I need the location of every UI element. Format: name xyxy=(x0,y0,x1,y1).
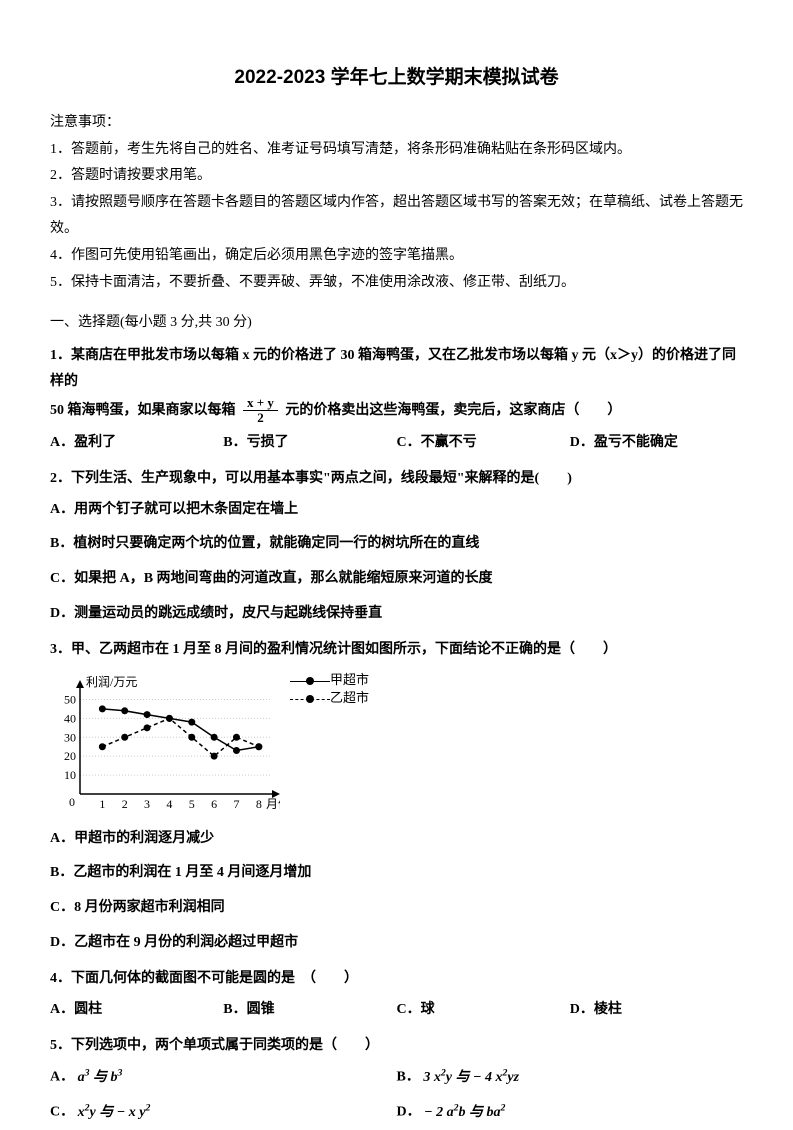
notice-item: 4．作图可先使用铅笔画出，确定后必须用黑色字迹的签字笔描黑。 xyxy=(50,243,743,270)
option-c[interactable]: C．球 xyxy=(397,997,570,1024)
option-c[interactable]: C．如果把 A，B 两地间弯曲的河道改直，那么就能缩短原来河道的长度 xyxy=(50,566,743,593)
option-d[interactable]: D． − 2 a2b 与 ba2 xyxy=(397,1099,744,1126)
q1-line2-a: 50 箱海鸭蛋，如果商家以每箱 xyxy=(50,403,236,418)
svg-text:2: 2 xyxy=(122,797,128,811)
question-1: 1．某商店在甲批发市场以每箱 x 元的价格进了 30 箱海鸭蛋，又在乙批发市场以… xyxy=(50,343,743,460)
math-expr: a3 与 b3 xyxy=(78,1070,123,1085)
option-d[interactable]: D．棱柱 xyxy=(570,997,743,1024)
option-c[interactable]: C．8 月份两家超市利润相同 xyxy=(50,895,743,922)
option-b[interactable]: B．植树时只要确定两个坑的位置，就能确定同一行的树坑所在的直线 xyxy=(50,531,743,558)
frac-numerator: x + y xyxy=(243,396,278,411)
math-expr: 3 x2y 与 − 4 x2yz xyxy=(423,1070,519,1085)
option-c[interactable]: C． x2y 与 − x y2 xyxy=(50,1099,397,1126)
q4-options: A．圆柱 B．圆锥 C．球 D．棱柱 xyxy=(50,993,743,1028)
math-expr: x2y 与 − x y2 xyxy=(78,1105,151,1120)
frac-denominator: 2 xyxy=(243,411,278,425)
legend-item: 乙超市 xyxy=(290,690,369,708)
legend-mark-dashed xyxy=(290,692,330,706)
legend-label: 乙超市 xyxy=(330,686,369,711)
svg-text:8: 8 xyxy=(256,797,262,811)
fraction: x + y 2 xyxy=(243,396,278,426)
svg-text:月份: 月份 xyxy=(266,797,280,811)
math-expr: − 2 a2b 与 ba2 xyxy=(424,1105,505,1120)
q3-options: A．甲超市的利润逐月减少 B．乙超市的利润在 1 月至 4 月间逐月增加 C．8… xyxy=(50,822,743,960)
svg-text:1: 1 xyxy=(99,797,105,811)
svg-text:50: 50 xyxy=(64,692,76,706)
q2-options: A．用两个钉子就可以把木条固定在墙上 B．植树时只要确定两个坑的位置，就能确定同… xyxy=(50,493,743,631)
svg-text:10: 10 xyxy=(64,768,76,782)
q1-line1: 1．某商店在甲批发市场以每箱 x 元的价格进了 30 箱海鸭蛋，又在乙批发市场以… xyxy=(50,343,743,396)
q1-options: A．盈利了 B．亏损了 C．不赢不亏 D．盈亏不能确定 xyxy=(50,426,743,461)
svg-text:4: 4 xyxy=(166,797,172,811)
option-a[interactable]: A．甲超市的利润逐月减少 xyxy=(50,826,743,853)
q3-text: 3．甲、乙两超市在 1 月至 8 月间的盈利情况统计图如图所示，下面结论不正确的… xyxy=(50,637,743,664)
svg-text:7: 7 xyxy=(233,797,239,811)
chart-legend: 甲超市 乙超市 xyxy=(290,672,369,708)
option-b[interactable]: B．圆锥 xyxy=(223,997,396,1024)
svg-text:30: 30 xyxy=(64,730,76,744)
svg-text:40: 40 xyxy=(64,711,76,725)
option-b[interactable]: B．亏损了 xyxy=(223,430,396,457)
svg-text:20: 20 xyxy=(64,749,76,763)
notice-item: 1．答题前，考生先将自己的姓名、准考证号码填写清楚，将条形码准确粘贴在条形码区域… xyxy=(50,137,743,164)
section-title: 一、选择题(每小题 3 分,共 30 分) xyxy=(50,310,743,337)
option-d[interactable]: D．测量运动员的跳远成绩时，皮尺与起跳线保持垂直 xyxy=(50,601,743,628)
option-a[interactable]: A． a3 与 b3 xyxy=(50,1064,397,1091)
option-b[interactable]: B．乙超市的利润在 1 月至 4 月间逐月增加 xyxy=(50,860,743,887)
svg-text:6: 6 xyxy=(211,797,217,811)
legend-mark-solid xyxy=(290,674,330,688)
option-b[interactable]: B． 3 x2y 与 − 4 x2yz xyxy=(397,1064,744,1091)
notice-heading: 注意事项： xyxy=(50,110,743,137)
question-5: 5．下列选项中，两个单项式属于同类项的是（ ） A． a3 与 b3 B． 3 … xyxy=(50,1033,743,1130)
option-a[interactable]: A．盈利了 xyxy=(50,430,223,457)
notice-item: 3．请按照题号顺序在答题卡各题目的答题区域内作答，超出答题区域书写的答案无效；在… xyxy=(50,190,743,243)
line-chart: 10 20 30 40 50 0 1 2 3 4 5 6 7 8 利润/万元月份 xyxy=(50,672,280,812)
q1-line2-b: 元的价格卖出这些海鸭蛋，卖完后，这家商店（ ） xyxy=(285,403,621,418)
option-a[interactable]: A．圆柱 xyxy=(50,997,223,1024)
option-c[interactable]: C．不赢不亏 xyxy=(397,430,570,457)
question-2: 2．下列生活、生产现象中，可以用基本事实"两点之间，线段最短"来解释的是( ) … xyxy=(50,466,743,631)
question-4: 4．下面几何体的截面图不可能是圆的是 （ ） A．圆柱 B．圆锥 C．球 D．棱… xyxy=(50,966,743,1027)
option-d[interactable]: D．乙超市在 9 月份的利润必超过甲超市 xyxy=(50,930,743,957)
svg-text:5: 5 xyxy=(189,797,195,811)
notice-list: 1．答题前，考生先将自己的姓名、准考证号码填写清楚，将条形码准确粘贴在条形码区域… xyxy=(50,137,743,297)
q5-text: 5．下列选项中，两个单项式属于同类项的是（ ） xyxy=(50,1033,743,1060)
svg-text:3: 3 xyxy=(144,797,150,811)
q1-line2: 50 箱海鸭蛋，如果商家以每箱 x + y 2 元的价格卖出这些海鸭蛋，卖完后，… xyxy=(50,396,743,426)
svg-text:利润/万元: 利润/万元 xyxy=(86,675,137,689)
notice-item: 2．答题时请按要求用笔。 xyxy=(50,163,743,190)
option-d[interactable]: D．盈亏不能确定 xyxy=(570,430,743,457)
svg-text:0: 0 xyxy=(69,795,75,809)
q2-text: 2．下列生活、生产现象中，可以用基本事实"两点之间，线段最短"来解释的是( ) xyxy=(50,466,743,493)
option-a[interactable]: A．用两个钉子就可以把木条固定在墙上 xyxy=(50,497,743,524)
question-3: 3．甲、乙两超市在 1 月至 8 月间的盈利情况统计图如图所示，下面结论不正确的… xyxy=(50,637,743,960)
chart-container: 10 20 30 40 50 0 1 2 3 4 5 6 7 8 利润/万元月份 甲超市 乙超市 xyxy=(50,672,743,812)
q5-options: A． a3 与 b3 B． 3 x2y 与 − 4 x2yz C． x2y 与 … xyxy=(50,1060,743,1130)
notice-item: 5．保持卡面清洁，不要折叠、不要弄破、弄皱，不准使用涂改液、修正带、刮纸刀。 xyxy=(50,270,743,297)
q4-text: 4．下面几何体的截面图不可能是圆的是 （ ） xyxy=(50,966,743,993)
page-title: 2022-2023 学年七上数学期末模拟试卷 xyxy=(50,60,743,96)
